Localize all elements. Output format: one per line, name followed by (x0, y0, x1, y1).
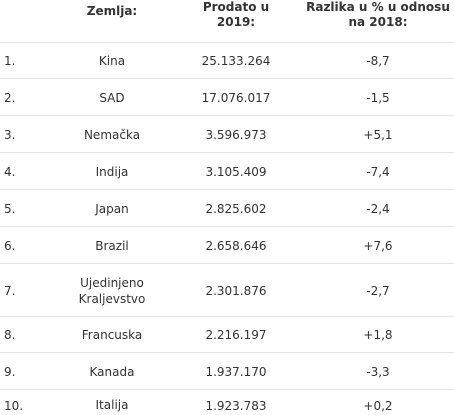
table-row: 7. Ujedinjeno Kraljevstvo 2.301.876 -2,7 (0, 263, 454, 317)
diff-cell: +1,8 (363, 328, 393, 342)
country-cell: Kanada (89, 364, 135, 379)
diff-cell: -2,4 (366, 201, 390, 216)
sold-cell: 1.923.783 (205, 399, 267, 413)
table-row: 2. SAD 17.076.017 -1,5 (0, 78, 454, 116)
table-row: 8. Francuska 2.216.197 +1,8 (0, 316, 454, 353)
sold-cell: 3.105.409 (205, 164, 267, 179)
header-diff: Razlika u % u odnosu na 2018: (306, 0, 450, 29)
table-row: 3. Nemačka 3.596.973 +5,1 (0, 115, 454, 153)
rank-cell: 5. (4, 201, 16, 216)
country-cell: Francuska (81, 328, 143, 342)
sold-cell: 2.825.602 (205, 201, 267, 216)
country-cell: Nemačka (83, 127, 141, 142)
diff-cell: -3,3 (366, 364, 390, 379)
rank-cell: 8. (4, 328, 16, 342)
rank-cell: 7. (4, 283, 16, 298)
sold-cell: 2.301.876 (205, 283, 267, 298)
diff-cell: +7,6 (363, 238, 393, 253)
table-row: 4. Indija 3.105.409 -7,4 (0, 152, 454, 190)
diff-cell: +5,1 (363, 127, 393, 142)
rank-cell: 4. (4, 164, 16, 179)
header-sold: Prodato u 2019: (202, 0, 270, 29)
country-cell: SAD (99, 90, 125, 105)
country-cell: Kina (98, 54, 126, 68)
rank-cell: 6. (4, 238, 16, 253)
country-cell: Ujedinjeno Kraljevstvo (78, 275, 146, 306)
table-row: 1. Kina 25.133.264 -8,7 (0, 42, 454, 79)
table-row: 9. Kanada 1.937.170 -3,3 (0, 352, 454, 390)
table-row: 5. Japan 2.825.602 -2,4 (0, 189, 454, 227)
sold-cell: 2.658.646 (205, 238, 267, 253)
rank-cell: 2. (4, 90, 16, 105)
sold-cell: 2.216.197 (205, 328, 267, 342)
diff-cell: -2,7 (366, 283, 390, 298)
table-header: Zemlja: Prodato u 2019: Razlika u % u od… (0, 0, 454, 42)
country-cell: Japan (95, 201, 129, 216)
sold-cell: 3.596.973 (205, 127, 267, 142)
country-cell: Indija (95, 164, 129, 179)
rank-cell: 3. (4, 127, 16, 142)
sold-cell: 25.133.264 (201, 54, 271, 68)
rank-cell: 1. (4, 54, 16, 68)
table-row: 6. Brazil 2.658.646 +7,6 (0, 226, 454, 264)
country-cell: Brazil (95, 238, 129, 253)
diff-cell: -8,7 (366, 54, 390, 68)
diff-cell: -1,5 (366, 90, 390, 105)
diff-cell: -7,4 (366, 164, 390, 179)
header-country: Zemlja: (86, 4, 138, 18)
sold-cell: 1.937.170 (205, 364, 267, 379)
rank-cell: 9. (4, 364, 16, 379)
rank-cell: 10. (4, 399, 24, 413)
diff-cell: +0,2 (363, 399, 393, 413)
sold-cell: 17.076.017 (201, 90, 271, 105)
country-cell: Italija (95, 398, 129, 412)
table-row: 10. Italija 1.923.783 +0,2 (0, 389, 454, 415)
